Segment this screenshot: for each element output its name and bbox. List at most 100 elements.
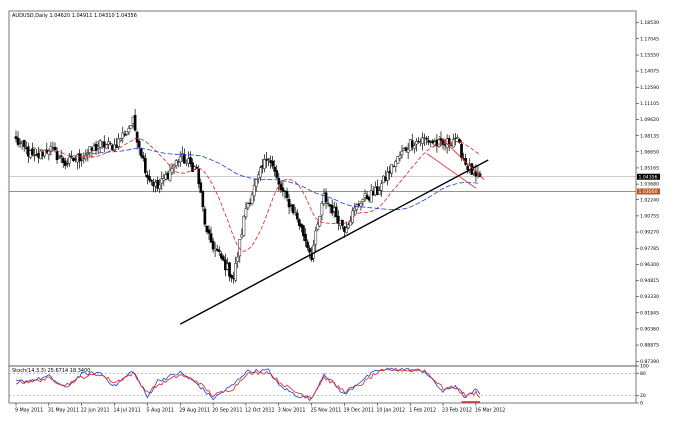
candle-body-up — [172, 164, 176, 168]
candle-body-down — [195, 166, 198, 169]
candle — [361, 198, 365, 207]
support-price-tag-box — [637, 188, 660, 195]
candle-body-up — [390, 164, 394, 174]
candle — [417, 136, 420, 144]
candle — [14, 130, 18, 143]
candle-body-up — [318, 216, 322, 227]
candle — [61, 156, 65, 168]
date-tick-label: 5 Aug 2011 — [146, 408, 174, 414]
candle-body-down — [141, 155, 145, 159]
candle-body-down — [199, 182, 203, 193]
price-tick-label: 1.06650 — [640, 149, 659, 155]
candle-body-up — [412, 145, 416, 149]
candle — [380, 179, 383, 197]
candle — [406, 143, 410, 160]
candle — [326, 198, 330, 207]
candle — [129, 124, 133, 129]
candle — [345, 221, 348, 234]
candle — [369, 183, 373, 203]
date-tick-label: 29 Aug 2011 — [179, 408, 210, 414]
candle-body-up — [170, 168, 174, 173]
candle — [57, 154, 61, 159]
candle — [63, 157, 67, 170]
candle-body-down — [427, 140, 430, 143]
candle — [316, 221, 320, 232]
candle-body-up — [113, 144, 116, 152]
candle-body-down — [277, 177, 281, 185]
candle — [252, 178, 256, 202]
candle-body-down — [137, 140, 141, 148]
date-tick-label: 31 May 2011 — [48, 408, 79, 414]
candle-body-down — [63, 160, 67, 166]
candle — [349, 215, 352, 226]
candle-body-down — [285, 190, 289, 198]
date-tick-label: 23 Feb 2012 — [442, 408, 472, 414]
candle-body-up — [252, 185, 256, 197]
candle — [263, 154, 266, 173]
candle-body-up — [316, 223, 320, 230]
candle-body-up — [68, 156, 71, 164]
candle — [123, 130, 127, 137]
date-tick-label: 22 Jun 2011 — [81, 408, 110, 414]
candle — [117, 133, 120, 150]
candle-body-down — [230, 274, 233, 279]
candle — [308, 245, 311, 259]
candle-body-up — [380, 183, 383, 191]
candle — [109, 141, 112, 146]
candle — [281, 181, 285, 197]
date-tick-label: 9 May 2011 — [15, 408, 43, 414]
candle-body-up — [244, 208, 248, 218]
candle-body-down — [148, 176, 151, 181]
candle-body-down — [265, 159, 268, 161]
price-tick-label: 1.08135 — [640, 133, 659, 139]
candle — [33, 148, 36, 162]
candle — [178, 151, 182, 168]
price-tick-label: 1.11105 — [640, 101, 659, 107]
trend-layer — [179, 135, 489, 325]
candle — [174, 158, 178, 169]
candle-body-up — [437, 139, 441, 147]
overlay-layer — [9, 176, 636, 192]
date-tick-label: 3 Nov 2011 — [278, 408, 306, 414]
price-tick-label: 1.09620 — [640, 117, 659, 123]
price-tick-label: 0.87390 — [640, 359, 659, 365]
candle — [456, 134, 459, 139]
candle-body-up — [421, 137, 424, 144]
stoch-tick-label: 80 — [640, 371, 646, 377]
candle — [304, 228, 307, 248]
slow-moving-average-line — [77, 147, 481, 210]
candle-body-down — [123, 134, 127, 136]
candle-body-up — [127, 128, 131, 133]
candle — [271, 155, 274, 169]
candle — [396, 156, 400, 164]
candle — [437, 138, 441, 148]
candle-body-up — [349, 221, 352, 226]
candle-body-up — [320, 202, 324, 216]
candle — [447, 135, 451, 152]
candle — [125, 130, 129, 137]
candle-body-down — [183, 153, 186, 164]
candle-body-down — [22, 139, 26, 147]
candle — [156, 176, 159, 192]
candle — [250, 191, 254, 206]
candle — [277, 172, 281, 192]
candle — [454, 133, 457, 146]
fast-moving-average-line — [32, 138, 481, 252]
candle — [412, 142, 416, 154]
candle-body-up — [417, 140, 420, 142]
candle-body-up — [250, 194, 254, 204]
candle — [236, 251, 240, 269]
candle-body-down — [61, 157, 65, 163]
date-tick-label: 1 Feb 2012 — [409, 408, 436, 414]
candle-body-up — [174, 160, 178, 166]
candle — [246, 201, 250, 211]
candle-body-down — [55, 151, 59, 161]
price-axis: 1.18530 1.17045 1.15550 1.14075 1.12590 1.111… — [636, 20, 660, 365]
candle-body-down — [222, 256, 225, 261]
candle-body-up — [312, 245, 316, 259]
candle — [298, 218, 301, 230]
candle — [219, 251, 223, 261]
candle — [217, 246, 221, 256]
date-tick-label: 16 Mar 2012 — [475, 408, 505, 414]
